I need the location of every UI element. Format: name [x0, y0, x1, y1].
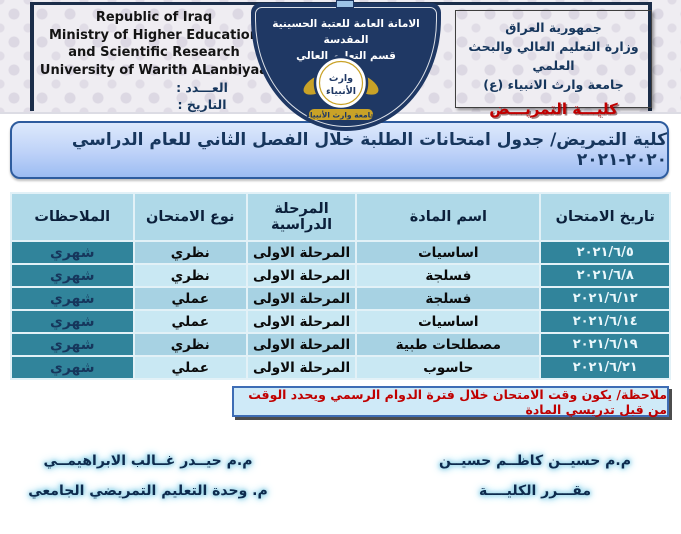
subject-cell: حاسوب [357, 357, 540, 378]
table-header-row: تاريخ الامتحان اسم المادة المرحلة الدراس… [12, 194, 669, 240]
svg-text:جامعة وارث الأنبياء: جامعة وارث الأنبياء [306, 111, 376, 120]
shield-line-2: قسم التعليم العالي [296, 50, 396, 62]
notes-cell: شهري [12, 311, 133, 332]
stage-cell: المرحلة الاولى [247, 357, 356, 378]
note-text: ملاحظة/ يكون وقت الامتحان خلال فترة الدو… [248, 386, 667, 417]
stage-cell: المرحلة الاولى [247, 265, 356, 286]
banner-left-rule [30, 2, 34, 111]
signature-name: م.م حيــدر غــالب الابراهيمــي [43, 453, 253, 469]
table-row: ٢٠٢١/٦/١٤ اساسيات المرحلة الاولى عملي شه… [12, 311, 669, 332]
header-exam-type: نوع الامتحان [134, 194, 246, 240]
notes-cell: شهري [12, 288, 133, 309]
exam-type-cell: نظري [134, 265, 246, 286]
document-number-label: العـــدد : [176, 80, 228, 95]
exam-type-cell: نظري [134, 242, 246, 263]
header-exam-date: تاريخ الامتحان [541, 194, 669, 240]
header-subject-name: اسم المادة [357, 194, 540, 240]
exam-date-cell: ٢٠٢١/٦/١٩ [541, 334, 669, 355]
table-row: ٢٠٢١/٦/٥ اساسيات المرحلة الاولى نظري شهر… [12, 242, 669, 263]
svg-text:الأنبياء: الأنبياء [326, 85, 356, 97]
exam-schedule-table: تاريخ الامتحان اسم المادة المرحلة الدراس… [10, 192, 671, 380]
note-box: ملاحظة/ يكون وقت الامتحان خلال فترة الدو… [232, 386, 669, 417]
signature-title: م. وحدة التعليم التمريضي الجامعي [28, 483, 268, 499]
arabic-letterhead: جمهورية العراق وزارة التعليم العالي والب… [455, 10, 652, 118]
table-row: ٢٠٢١/٦/٢١ حاسوب المرحلة الاولى عملي شهري [12, 357, 669, 378]
subject-cell: مصطلحات طبية [357, 334, 540, 355]
table-row: ٢٠٢١/٦/١٩ مصطلحات طبية المرحلة الاولى نظ… [12, 334, 669, 355]
notes-cell: شهري [12, 242, 133, 263]
table-row: ٢٠٢١/٦/١٢ فسلجة المرحلة الاولى عملي شهري [12, 288, 669, 309]
exam-date-cell: ٢٠٢١/٦/٥ [541, 242, 669, 263]
exam-type-cell: نظري [134, 334, 246, 355]
document-date-label: التاريخ : [177, 97, 227, 112]
shield-text: الامانة العامة للعتبة الحسينية المقدسة ق… [251, 3, 441, 64]
table-row: ٢٠٢١/٦/٨ فسلجة المرحلة الاولى نظري شهري [12, 265, 669, 286]
page-title: كلية التمريض/ جدول امتحانات الطلبة خلال … [71, 130, 667, 170]
stage-cell: المرحلة الاولى [247, 288, 356, 309]
notes-cell: شهري [12, 334, 133, 355]
subject-cell: فسلجة [357, 288, 540, 309]
signature-name: م.م حسيــن كاظــم حسيــن [438, 453, 632, 469]
exam-date-cell: ٢٠٢١/٦/٨ [541, 265, 669, 286]
banner-right-rule [648, 2, 652, 111]
number-date-labels: العـــدد : التاريخ : [168, 79, 236, 113]
stage-cell: المرحلة الاولى [247, 311, 356, 332]
university-logo-icon: وارث الأنبياء جامعة وارث الأنبياء [295, 54, 387, 122]
stage-cell: المرحلة الاولى [247, 242, 356, 263]
header-notes: الملاحظات [12, 194, 133, 240]
subject-cell: اساسيات [357, 242, 540, 263]
shield-line-1: الامانة العامة للعتبة الحسينية المقدسة [272, 18, 420, 46]
subject-cell: فسلجة [357, 265, 540, 286]
exam-type-cell: عملي [134, 288, 246, 309]
exam-type-cell: عملي [134, 311, 246, 332]
signature-block-recorder: م.م حسيــن كاظــم حسيــن مقـــرر الكليــ… [415, 453, 655, 499]
english-line: Ministry of Higher Education [48, 27, 259, 43]
notes-cell: شهري [12, 265, 133, 286]
notes-cell: شهري [12, 357, 133, 378]
exam-date-cell: ٢٠٢١/٦/١٢ [541, 288, 669, 309]
english-letterhead: Republic of Iraq Ministry of Higher Educ… [38, 9, 270, 79]
english-line: Republic of Iraq [95, 10, 213, 25]
exam-date-cell: ٢٠٢١/٦/١٤ [541, 311, 669, 332]
schedule-title-bar: كلية التمريض/ جدول امتحانات الطلبة خلال … [10, 121, 669, 179]
arabic-line: جامعة وارث الانبياء (ع) [483, 77, 624, 92]
signature-title: مقـــرر الكليــــة [479, 483, 591, 499]
english-line: and Scientific Research [68, 45, 240, 60]
svg-text:وارث: وارث [329, 73, 353, 84]
arabic-line: وزارة التعليم العالي والبحث العلمي [468, 39, 639, 73]
subject-cell: اساسيات [357, 311, 540, 332]
shield-top-tab [336, 0, 354, 8]
header-study-stage: المرحلة الدراسية [247, 194, 356, 240]
college-name: كليـــة التمريـــض [489, 100, 618, 118]
letterhead-banner: Republic of Iraq Ministry of Higher Educ… [0, 0, 681, 131]
stage-cell: المرحلة الاولى [247, 334, 356, 355]
exam-date-cell: ٢٠٢١/٦/٢١ [541, 357, 669, 378]
arabic-line: جمهورية العراق [505, 20, 602, 35]
exam-type-cell: عملي [134, 357, 246, 378]
signature-block-nursing-education-unit: م.م حيــدر غــالب الابراهيمــي م. وحدة ا… [22, 453, 274, 499]
english-line: University of Warith ALanbiyaa [39, 62, 269, 78]
